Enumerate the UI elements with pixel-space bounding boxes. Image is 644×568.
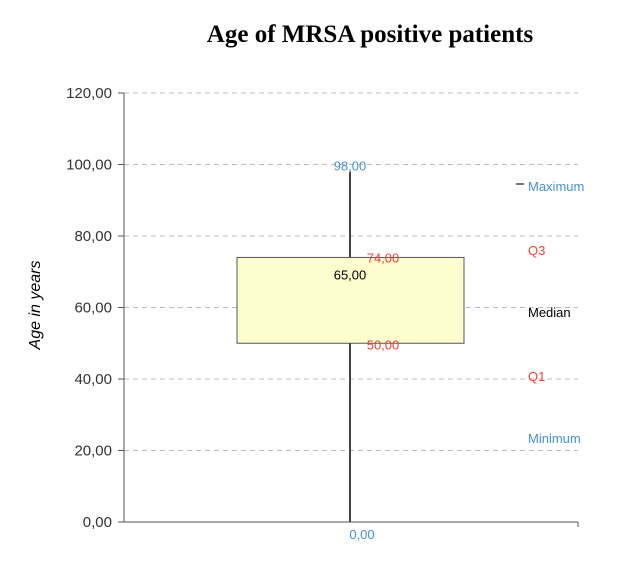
- y-tick-label: 100,00: [66, 157, 112, 174]
- y-tick-label: 80,00: [74, 228, 112, 245]
- chart-title: Age of MRSA positive patients: [207, 21, 534, 48]
- legend-maximum: Maximum: [528, 179, 584, 194]
- legend-median: Median: [528, 305, 571, 320]
- median-value-label: 65,00: [334, 268, 367, 283]
- max-value-label: 98,00: [334, 159, 367, 174]
- y-tick-label: 20,00: [74, 443, 112, 460]
- q1-value-label: 50,00: [367, 337, 400, 352]
- legend-q1: Q1: [528, 369, 545, 384]
- y-tick-label: 0,00: [83, 514, 112, 531]
- iqr-box: [236, 256, 465, 344]
- legend: Maximum Q3 Median Q1 Minimum: [516, 179, 584, 446]
- y-tick-label: 60,00: [74, 300, 112, 317]
- legend-minimum: Minimum: [528, 431, 581, 446]
- legend-q3: Q3: [528, 243, 545, 258]
- y-tick-label: 40,00: [74, 371, 112, 388]
- y-tick-label: 120,00: [66, 85, 112, 102]
- min-value-label: 0,00: [349, 527, 374, 542]
- q3-value-label: 74,00: [367, 250, 400, 265]
- y-axis-label: Age in years: [27, 261, 44, 351]
